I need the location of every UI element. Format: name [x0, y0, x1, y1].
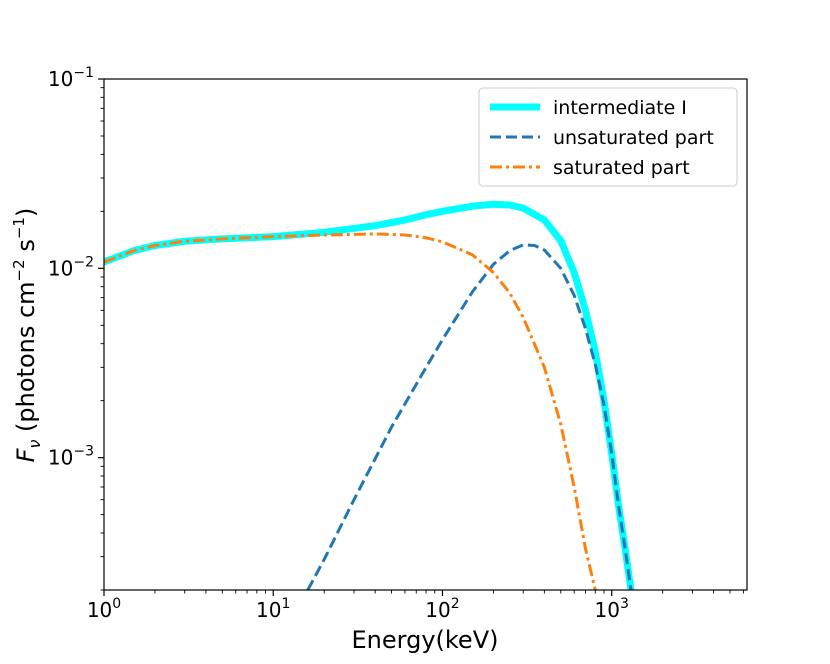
legend-label-unsaturated: unsaturated part [553, 127, 714, 149]
y-label-units-open: (photons cm [12, 281, 40, 439]
series-line-saturated-part [104, 232, 597, 590]
series-line-intermediate-i [104, 200, 635, 590]
y-label-subscript: ν [25, 440, 44, 449]
plot-frame [103, 78, 748, 591]
y-tick-label: 10−1 [48, 65, 94, 91]
legend: intermediate I unsaturated part saturate… [478, 87, 738, 187]
x-tick-label: 102 [425, 596, 459, 622]
legend-frame [478, 87, 738, 187]
x-axis: 100 101 102 103 [87, 590, 744, 622]
y-axis: 10−3 10−2 10−1 [48, 65, 104, 591]
y-label-units-close: ) [12, 208, 40, 217]
legend-label-saturated: saturated part [553, 157, 690, 179]
legend-label-intermediate: intermediate I [553, 97, 687, 119]
y-label-units-mid: s [12, 239, 40, 259]
x-tick-label: 100 [87, 596, 121, 622]
y-label-exp1: −2 [10, 259, 28, 281]
x-axis-label: Energy(keV) [352, 626, 499, 654]
y-axis-label: Fν (photons cm−2 s−1) [10, 208, 44, 463]
y-tick-label: 10−3 [48, 444, 94, 470]
series-line-unsaturated-part [306, 243, 633, 590]
y-label-symbol: F [12, 447, 40, 462]
x-tick-label: 103 [595, 596, 629, 622]
x-tick-label: 101 [256, 596, 290, 622]
y-tick-label: 10−2 [48, 254, 94, 280]
y-label-exp2: −1 [10, 217, 28, 239]
series-layer [104, 200, 635, 590]
